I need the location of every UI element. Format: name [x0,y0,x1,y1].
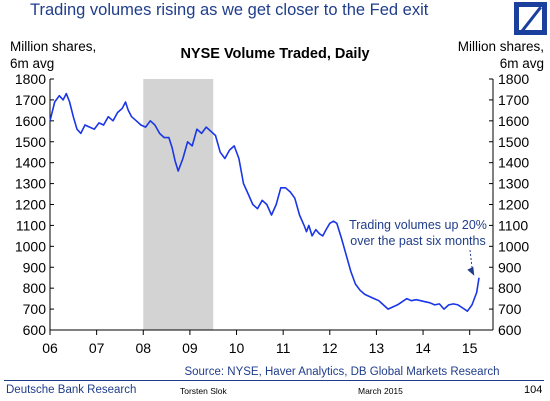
y-tick-label-right: 1000 [498,238,529,254]
recession-shading [143,79,214,330]
y-tick-label-right: 1300 [498,176,529,192]
annotation-arrowhead [467,266,475,276]
y-tick-label-left: 1300 [15,176,46,192]
y-axis-title-left-line1: Million shares, [10,39,97,54]
x-tick-label: 13 [369,340,385,356]
footer-organization: Deutsche Bank Research [6,384,137,396]
y-tick-label-left: 1000 [15,238,46,254]
y-tick-label-left: 1100 [16,217,46,233]
y-tick-label-left: 600 [23,322,47,338]
x-tick-label: 10 [229,340,245,356]
deutsche-bank-logo [514,2,547,35]
x-tick-label: 12 [322,340,338,356]
y-axis-title-right-line2: 6m avg [499,56,544,71]
y-axis-title-right: Million shares, 6m avg [458,38,544,72]
y-tick-label-right: 900 [498,259,522,275]
y-tick-label-left: 900 [23,259,47,275]
y-tick-label-right: 1200 [498,197,529,213]
y-tick-label-left: 1700 [15,92,46,108]
y-tick-label-left: 1500 [15,134,46,150]
x-tick-label: 07 [89,340,105,356]
y-tick-label-left: 1800 [15,71,46,87]
y-tick-label-right: 1800 [498,71,529,87]
y-tick-label-left: 1400 [15,155,46,171]
y-axis-title-left-line2: 6m avg [10,56,55,71]
chart-title: NYSE Volume Traded, Daily [180,46,370,62]
x-tick-label: 09 [182,340,198,356]
y-tick-label-left: 700 [23,301,47,317]
footer-divider [4,380,544,381]
y-axis-title-left: Million shares, 6m avg [10,38,96,72]
annotation-arrow-line [469,249,473,270]
y-tick-label-right: 600 [498,322,522,338]
y-tick-label-right: 1400 [498,155,529,171]
page-number: 104 [524,384,543,396]
y-tick-label-right: 700 [498,301,522,317]
y-tick-label-right: 1600 [498,113,529,129]
annotation-line-2: over the past six months [350,234,485,248]
y-tick-label-left: 800 [23,280,47,296]
page-title: Trading volumes rising as we get closer … [30,1,429,19]
x-tick-label: 08 [135,340,151,356]
x-tick-label: 14 [415,340,431,356]
y-axis-title-right-line1: Million shares, [457,39,544,54]
x-tick-label: 15 [462,340,478,356]
footer-author: Torsten Slok [180,386,227,396]
y-tick-label-right: 1700 [498,92,529,108]
annotation-line-1: Trading volumes up 20% [349,218,487,232]
footer-date: March 2015 [358,386,403,396]
x-tick-label: 06 [42,340,58,356]
source-note: Source: NYSE, Haver Analytics, DB Global… [184,366,499,378]
y-tick-label-right: 800 [498,280,522,296]
x-tick-label: 11 [276,340,291,356]
y-tick-label-right: 1100 [498,217,528,233]
y-tick-label-left: 1600 [15,113,46,129]
volume-series-line [49,92,480,312]
y-tick-label-left: 1200 [15,197,46,213]
y-tick-label-right: 1500 [498,134,529,150]
